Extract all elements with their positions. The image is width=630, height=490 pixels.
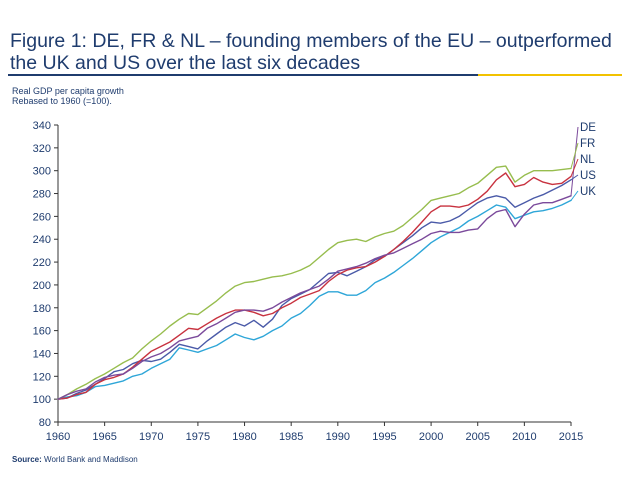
x-tick-label: 1985 (279, 431, 303, 443)
series-label-fr: FR (580, 138, 595, 150)
chart-subtitle: Real GDP per capita growth Rebased to 19… (12, 86, 124, 106)
x-tick-label: 2000 (419, 431, 443, 443)
series-line-nl (57, 172, 572, 400)
x-tick-label: 1960 (46, 431, 70, 443)
subtitle-line-1: Real GDP per capita growth (12, 86, 124, 96)
y-tick-label: 240 (33, 234, 51, 246)
y-tick-label: 300 (33, 166, 51, 178)
y-tick-label: 280 (33, 189, 51, 201)
y-tick-label: 100 (33, 394, 51, 406)
title-rule-gold (478, 74, 622, 76)
y-tick-label: 80 (39, 417, 51, 429)
source-note: Source: World Bank and Maddison (12, 455, 138, 464)
y-tick-label: 340 (33, 120, 51, 132)
x-tick-label: 2010 (512, 431, 536, 443)
label-leader-nl (570, 158, 579, 177)
title-rule-blue (8, 74, 478, 76)
y-tick-label: 220 (33, 257, 51, 269)
x-tick-label: 1990 (326, 431, 350, 443)
x-tick-label: 1975 (186, 431, 210, 443)
series-label-de: DE (580, 122, 596, 134)
y-tick-label: 320 (33, 143, 51, 155)
subtitle-line-2: Rebased to 1960 (=100). (12, 96, 112, 106)
x-tick-label: 2015 (559, 431, 583, 443)
series-line-uk (57, 199, 572, 400)
y-tick-label: 140 (33, 348, 51, 360)
y-tick-label: 120 (33, 371, 51, 383)
y-tick-label: 260 (33, 211, 51, 223)
chart-axes: 80 100 120 140 160 180 200 220 240 260 280 300 320 34… (33, 120, 584, 443)
source-label: Source: (12, 455, 42, 464)
chart-series-labels: DE FR NL US UK (570, 122, 596, 201)
series-label-uk: UK (580, 186, 596, 198)
x-tick-label: 1995 (372, 431, 396, 443)
y-tick-label: 200 (33, 280, 51, 292)
series-label-us: US (580, 170, 596, 182)
series-label-nl: NL (580, 154, 595, 166)
x-tick-label: 2005 (465, 431, 489, 443)
y-tick-label: 160 (33, 326, 51, 338)
series-line-de (57, 195, 572, 400)
series-line-fr (57, 165, 572, 400)
label-leader-us (570, 174, 579, 181)
source-text: World Bank and Maddison (44, 455, 138, 464)
label-leader-fr (570, 142, 579, 169)
chart-series (57, 165, 572, 400)
chart-title: Figure 1: DE, FR & NL – founding members… (10, 30, 612, 74)
x-tick-label: 1970 (139, 431, 163, 443)
x-tick-label: 1980 (232, 431, 256, 443)
label-leader-uk (570, 190, 579, 201)
y-tick-label: 180 (33, 303, 51, 315)
x-tick-label: 1965 (92, 431, 116, 443)
label-leader-de (570, 126, 579, 196)
